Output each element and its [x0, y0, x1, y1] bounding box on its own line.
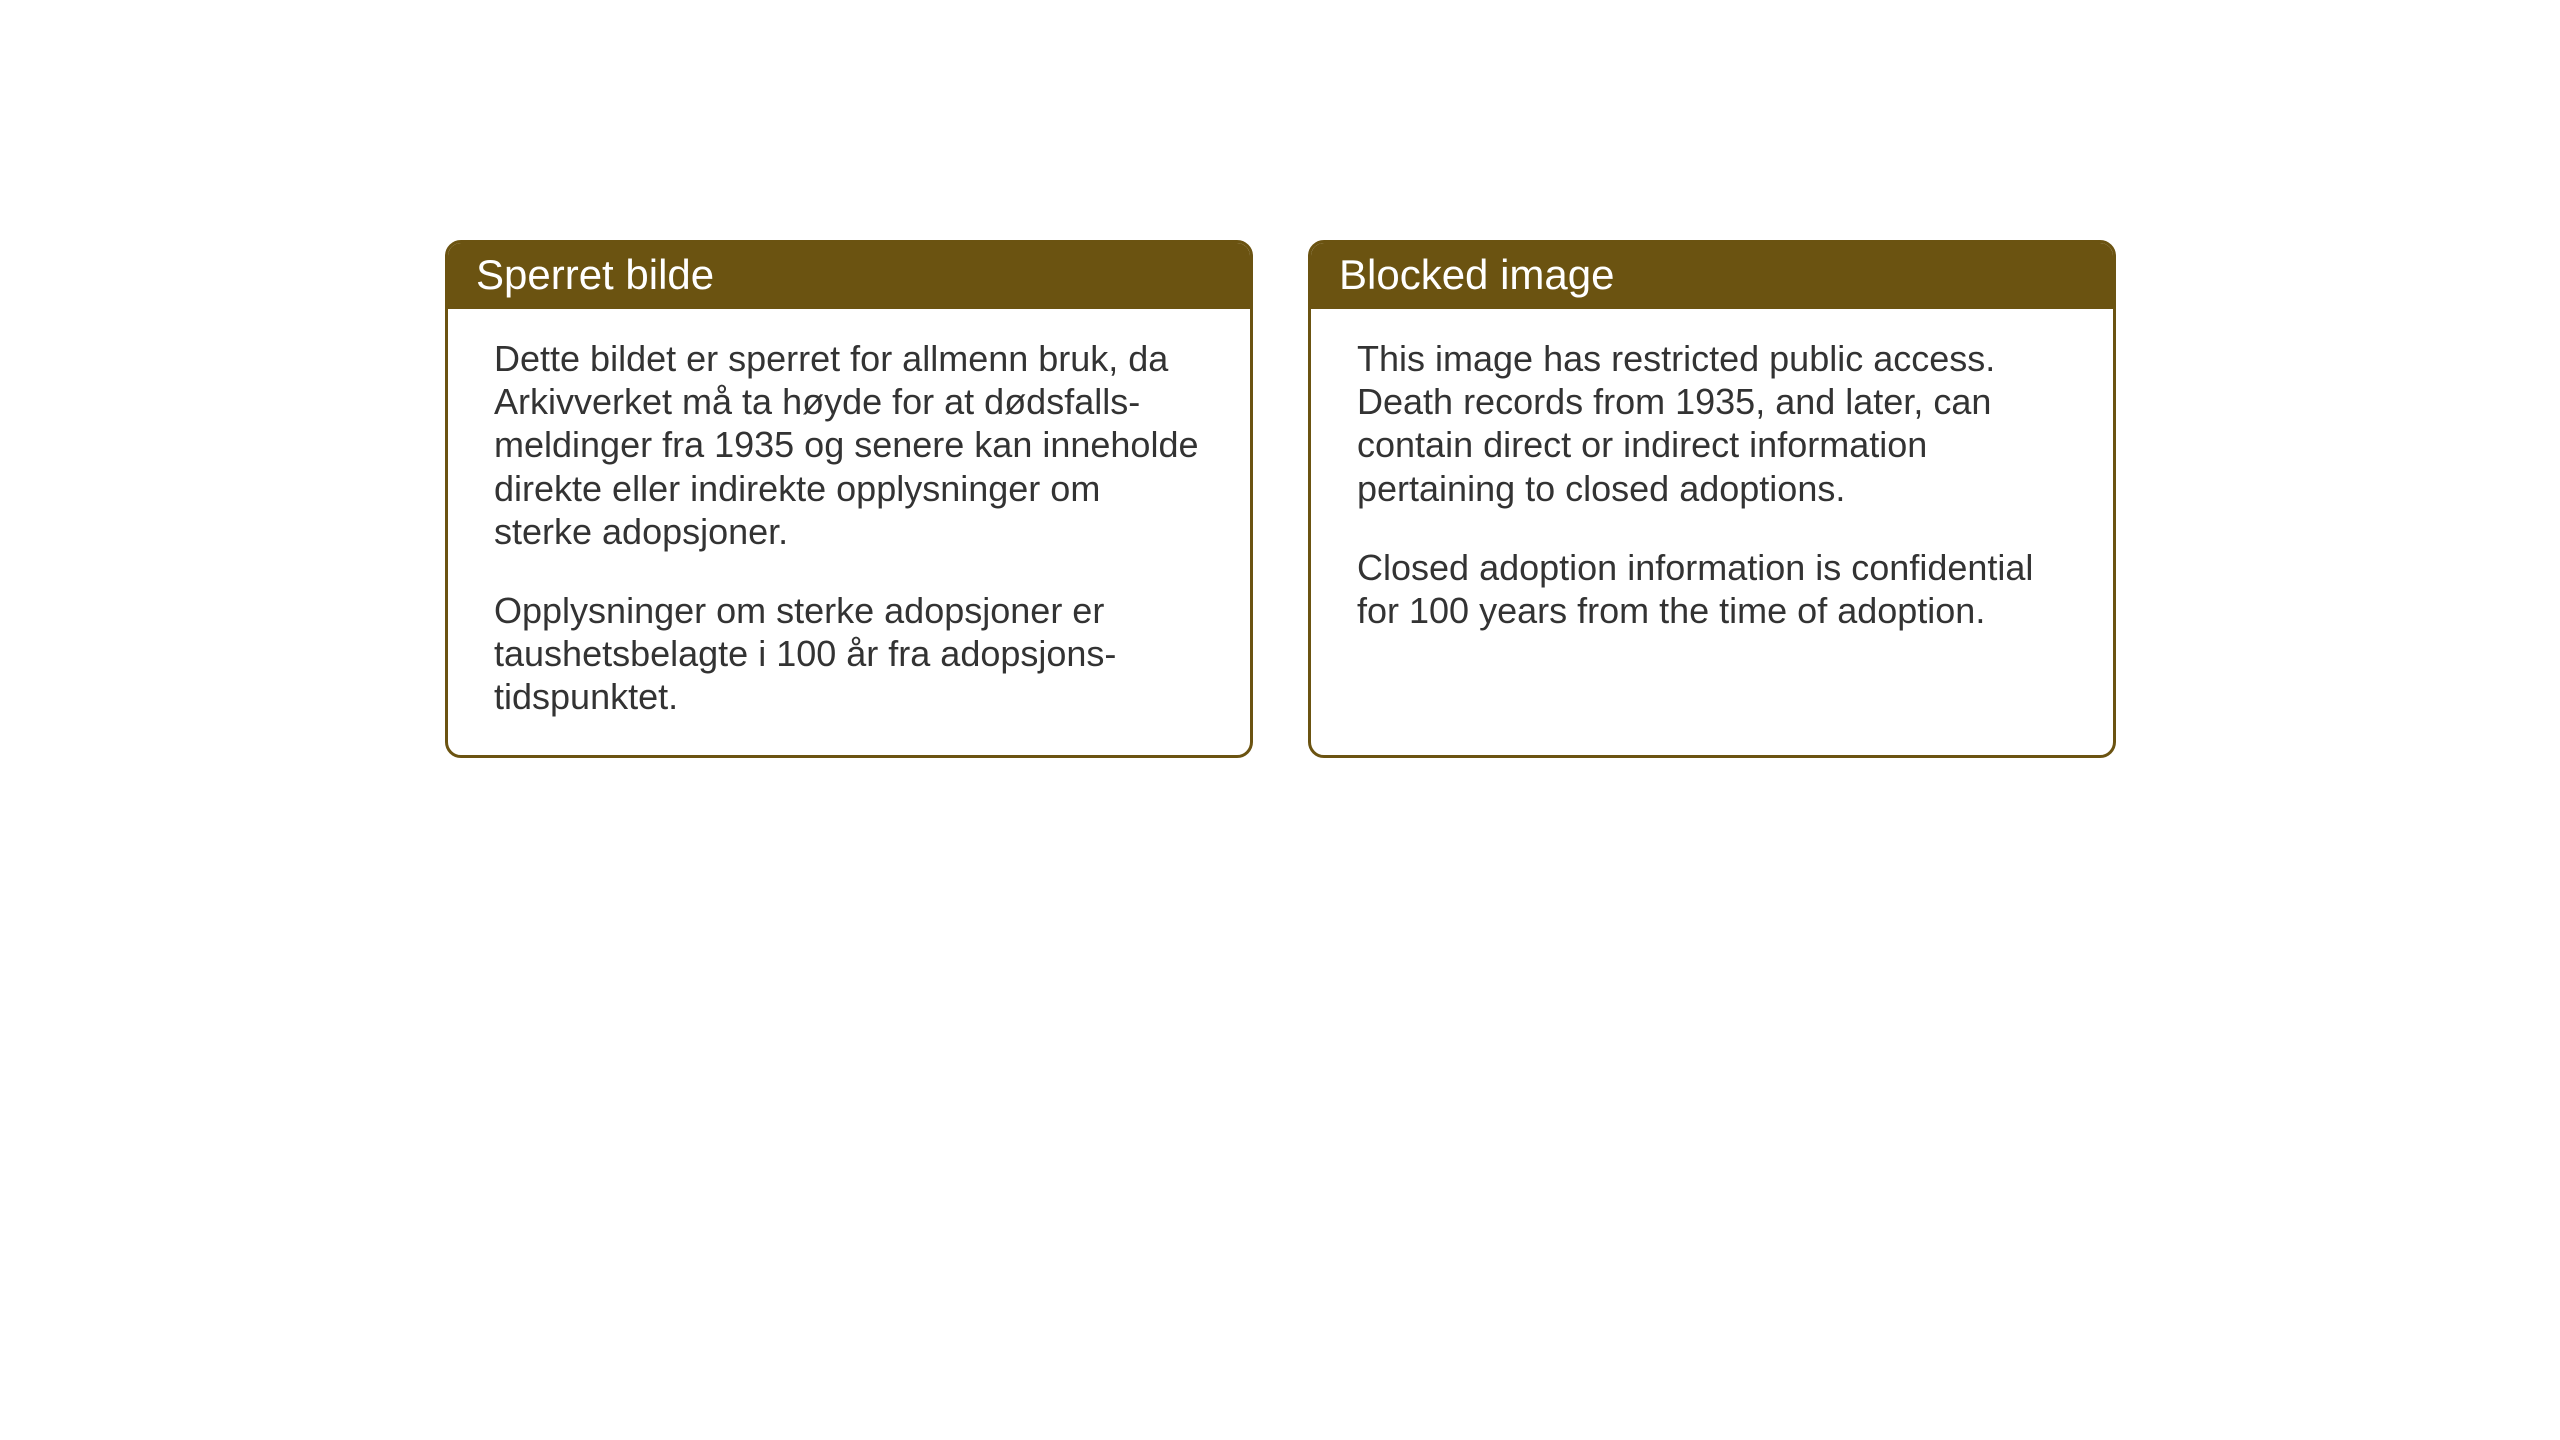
- notice-paragraph-2-english: Closed adoption information is confident…: [1357, 546, 2067, 632]
- notice-card-english: Blocked image This image has restricted …: [1308, 240, 2116, 758]
- notice-paragraph-1-english: This image has restricted public access.…: [1357, 337, 2067, 510]
- notice-paragraph-1-norwegian: Dette bildet er sperret for allmenn bruk…: [494, 337, 1204, 553]
- card-header-english: Blocked image: [1311, 243, 2113, 309]
- card-body-norwegian: Dette bildet er sperret for allmenn bruk…: [448, 309, 1250, 755]
- card-header-norwegian: Sperret bilde: [448, 243, 1250, 309]
- notice-card-norwegian: Sperret bilde Dette bildet er sperret fo…: [445, 240, 1253, 758]
- notice-container: Sperret bilde Dette bildet er sperret fo…: [445, 240, 2116, 758]
- notice-paragraph-2-norwegian: Opplysninger om sterke adopsjoner er tau…: [494, 589, 1204, 719]
- card-body-english: This image has restricted public access.…: [1311, 309, 2113, 668]
